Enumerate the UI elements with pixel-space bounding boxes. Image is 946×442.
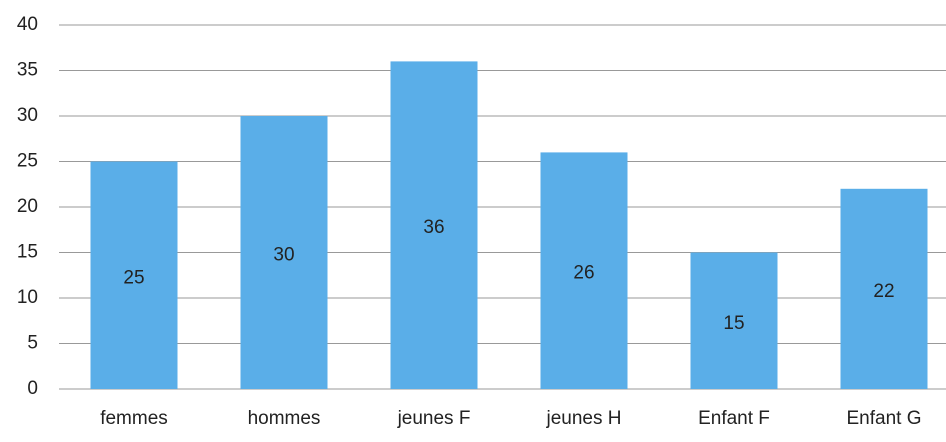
y-tick-label: 35 [17,60,38,81]
y-tick-label: 15 [17,242,38,263]
y-tick-label: 25 [17,151,38,172]
x-tick-label: jeunes F [397,408,471,429]
data-label: 22 [873,281,894,302]
y-tick-label: 30 [17,105,38,126]
x-tick-label: hommes [248,408,321,429]
bar [90,161,178,389]
data-label: 15 [723,313,744,334]
data-label: 36 [423,217,444,238]
y-tick-label: 40 [17,14,38,35]
data-label: 26 [573,263,594,284]
y-tick-label: 0 [27,378,38,399]
bar [240,116,328,389]
data-label: 25 [123,267,144,288]
x-tick-label: femmes [100,408,168,429]
bar [540,152,628,389]
x-tick-label: jeunes H [546,408,622,429]
x-tick-label: Enfant G [847,408,922,429]
bar [390,61,478,390]
bar [690,252,778,389]
bar [840,188,928,389]
data-label: 30 [273,245,294,266]
y-tick-label: 10 [17,287,38,308]
y-tick-label: 20 [17,196,38,217]
x-tick-label: Enfant F [698,408,770,429]
y-tick-label: 5 [27,333,38,354]
